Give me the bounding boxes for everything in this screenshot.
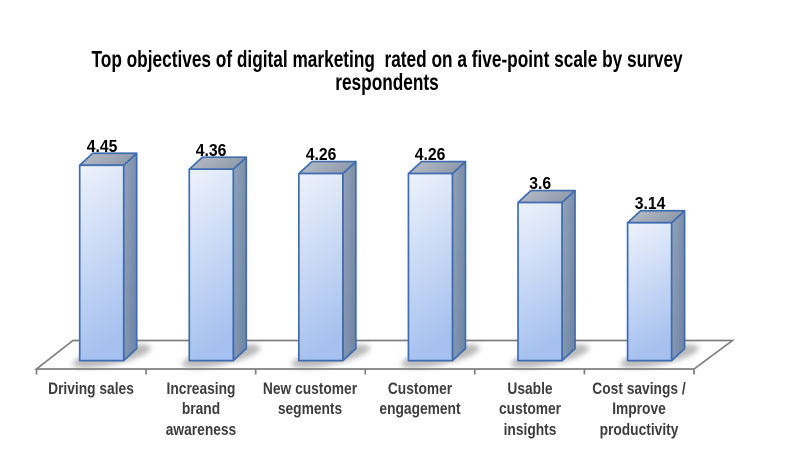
category-label-line: brand bbox=[181, 399, 220, 419]
bar-new-customer-segments-front-face bbox=[298, 172, 344, 362]
bar-customer-engagement-side-face bbox=[451, 160, 467, 362]
chart-title: Top objectives of digital marketing rate… bbox=[0, 48, 800, 94]
bar-increasing-brand-awareness-front-face bbox=[188, 168, 235, 362]
value-label-text: 3.14 bbox=[634, 193, 665, 214]
category-label-line: Driving sales bbox=[48, 379, 135, 398]
bar-cost-savings-improve-productivity-side-face bbox=[670, 209, 686, 362]
category-label-line: engagement bbox=[379, 399, 461, 419]
bar-customer-engagement-front-face bbox=[407, 172, 454, 362]
category-label-usable-customer-insights: Usable customer insights bbox=[461, 379, 599, 440]
value-label-increasing-brand-awareness: 4.36 bbox=[171, 141, 251, 161]
bar-cost-savings-improve-productivity-front-face bbox=[626, 221, 673, 362]
bar-new-customer-segments bbox=[291, 160, 371, 368]
bar-cost-savings-improve-productivity bbox=[620, 209, 699, 368]
category-label-line: awareness bbox=[165, 419, 237, 439]
category-label-increasing-brand-awareness: Increasing brand awareness bbox=[132, 379, 270, 440]
bar-customer-engagement bbox=[401, 160, 480, 368]
category-label-line: Customer bbox=[387, 379, 453, 398]
category-label-customer-engagement: Customer engagement bbox=[351, 379, 489, 420]
value-label-text: 4.26 bbox=[305, 144, 337, 165]
category-label-line: segments bbox=[278, 399, 343, 419]
category-label-line: Usable bbox=[507, 379, 553, 398]
category-label-cost-savings-improve-productivity: Cost savings / Improve productivity bbox=[570, 379, 708, 440]
bar-driving-sales bbox=[72, 152, 151, 368]
category-label-line: productivity bbox=[599, 419, 679, 439]
category-label-line: Improve bbox=[612, 399, 666, 419]
value-label-text: 4.26 bbox=[415, 144, 446, 165]
category-label-line: New customer bbox=[263, 379, 358, 398]
bar-driving-sales-front-face bbox=[78, 164, 125, 362]
value-label-driving-sales: 4.45 bbox=[62, 137, 142, 157]
category-label-driving-sales: Driving sales bbox=[22, 379, 160, 399]
chart-title-line-1: Top objectives of digital marketing rate… bbox=[91, 46, 683, 72]
category-label-line: insights bbox=[503, 419, 556, 439]
bar-increasing-brand-awareness-side-face bbox=[232, 156, 248, 362]
bar-new-customer-segments-side-face bbox=[342, 160, 357, 362]
chart-title-line-2: respondents bbox=[335, 69, 439, 95]
value-label-new-customer-segments: 4.26 bbox=[281, 145, 361, 165]
value-label-text: 4.36 bbox=[195, 139, 227, 160]
bar-driving-sales-side-face bbox=[122, 152, 138, 362]
value-label-cost-savings-improve-productivity: 3.14 bbox=[610, 194, 690, 214]
bar-increasing-brand-awareness bbox=[182, 156, 261, 368]
value-label-text: 3.6 bbox=[529, 173, 551, 194]
value-label-customer-engagement: 4.26 bbox=[390, 145, 470, 165]
category-label-line: Increasing bbox=[166, 379, 236, 398]
category-label-new-customer-segments: New customer segments bbox=[242, 379, 380, 420]
value-label-text: 4.45 bbox=[86, 135, 118, 156]
category-label-line: Cost savings / bbox=[592, 379, 686, 398]
category-label-line: customer bbox=[498, 399, 561, 419]
bar-usable-customer-insights-front-face bbox=[517, 201, 563, 362]
value-label-usable-customer-insights: 3.6 bbox=[500, 174, 580, 194]
bar-usable-customer-insights bbox=[510, 189, 590, 368]
bar-usable-customer-insights-side-face bbox=[561, 189, 576, 362]
